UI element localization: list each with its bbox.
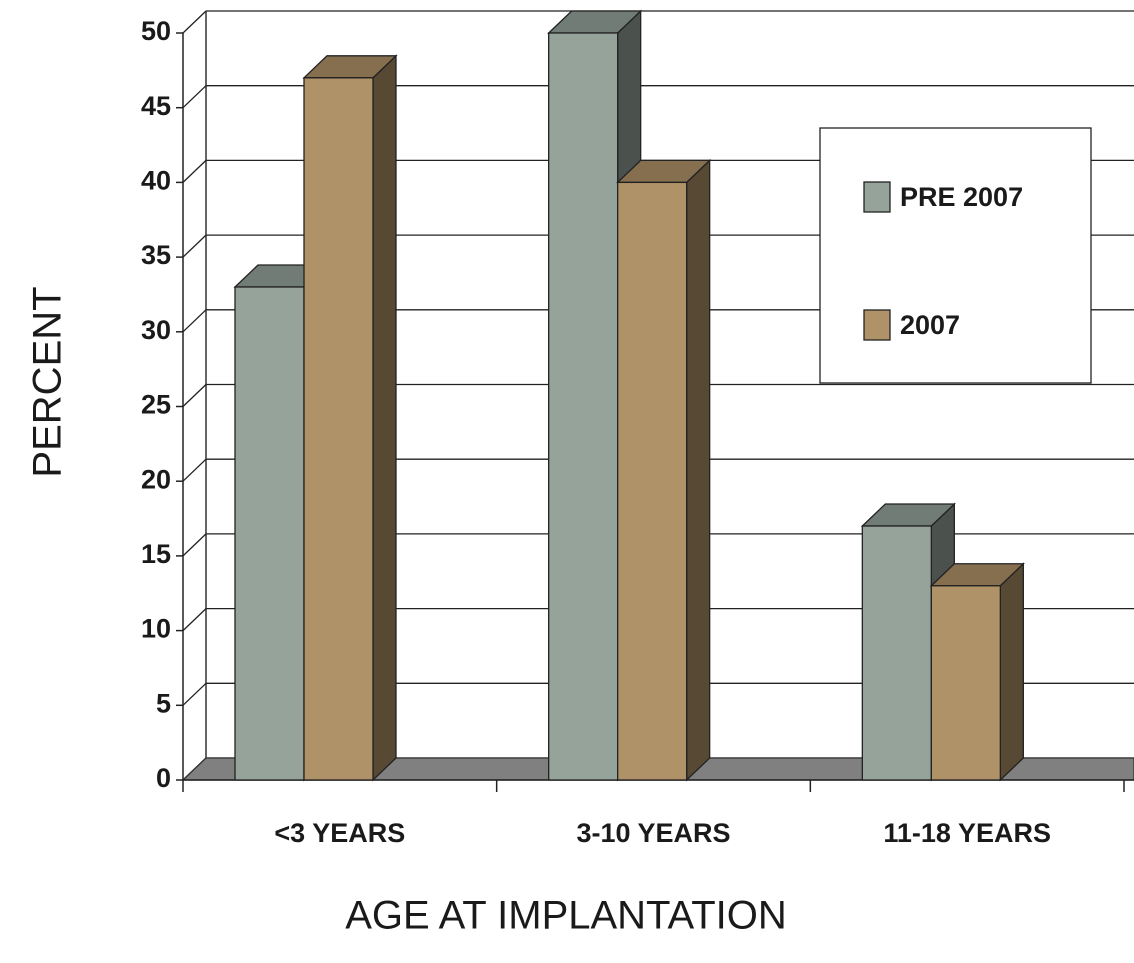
bar-front: [234, 286, 305, 781]
x-axis-label: AGE AT IMPLANTATION: [345, 894, 787, 938]
grid-line: [182, 533, 207, 557]
grid-line: [182, 682, 207, 706]
bar-front: [930, 585, 1001, 781]
grid-line: [182, 10, 207, 34]
bar-side: [686, 158, 711, 782]
grid-line: [182, 85, 207, 109]
legend-swatch: [863, 309, 891, 341]
grid-line: [182, 458, 207, 482]
y-tick-label: 50: [141, 16, 171, 46]
bar: [929, 562, 1025, 782]
y-axis-label: PERCENT: [26, 286, 70, 477]
y-tick-label: 10: [141, 614, 171, 644]
y-tick-label: 25: [141, 390, 171, 420]
legend-box: [819, 127, 1092, 384]
bar-front: [303, 77, 374, 781]
y-tick-label: 40: [141, 166, 171, 196]
bar-front: [617, 181, 688, 781]
bar-front: [548, 32, 619, 781]
legend: PRE 2007 2007: [819, 127, 1092, 384]
y-tick-label: 35: [141, 240, 171, 270]
bar-side: [999, 562, 1024, 782]
y-tick-label: 20: [141, 464, 171, 494]
grid-line: [182, 309, 207, 333]
bar: [302, 54, 398, 782]
bar-front: [861, 525, 932, 781]
grid-line: [182, 384, 207, 407]
x-tick-label: 11-18 YEARS: [883, 818, 1051, 848]
y-tick-label: 45: [141, 91, 171, 121]
bar: [616, 158, 712, 782]
y-tick-label: 15: [141, 539, 171, 569]
grid-line: [182, 234, 207, 258]
grid-line: [182, 159, 207, 183]
y-tick-label: 0: [156, 763, 171, 793]
x-tick-label: <3 YEARS: [274, 818, 405, 848]
y-tick-label: 30: [141, 315, 171, 345]
y-tick-label: 5: [156, 688, 171, 718]
grid-line: [182, 608, 207, 632]
legend-swatch: [863, 181, 891, 213]
legend-label: PRE 2007: [900, 182, 1023, 212]
x-tick-label: 3-10 YEARS: [576, 818, 730, 848]
legend-label: 2007: [900, 310, 960, 340]
bar-side: [372, 54, 397, 782]
